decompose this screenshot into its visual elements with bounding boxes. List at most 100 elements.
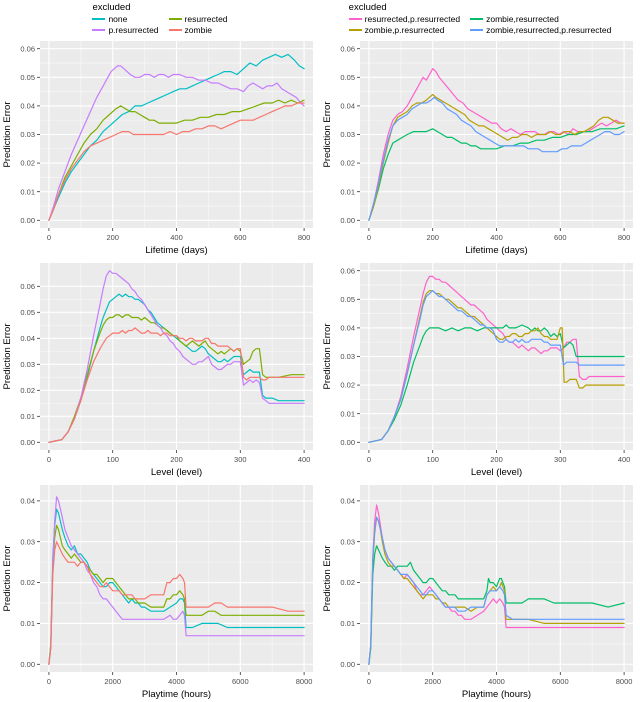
y-tick-label: 0.03 [340,130,355,139]
legend-title: excluded [92,2,131,13]
figure-column-right: excluded resurrected,p.resurrected zombie… [320,0,640,702]
legend-label: zombie [184,25,212,35]
y-axis-title: Prediction Error [2,102,13,168]
legend-key-line-icon [348,29,362,31]
y-tick-label: 0.01 [20,187,35,196]
y-tick-label: 0.03 [20,130,35,139]
series-line-zombie-resurrected [368,545,625,665]
legend-items: resurrected,p.resurrected zombie,resurrec… [348,14,611,35]
chart-lifetime-left: 0 200 400 600 800 0.00 0.01 0.02 0.03 0.04 0.05 0.0… [0,36,320,258]
y-tick-label: 0.03 [340,537,355,546]
y-tick-label: 0.04 [340,102,355,111]
series-line-zombie [48,541,305,665]
x-tick-label: 600 [234,233,247,242]
x-tick-label: 2000 [104,677,121,686]
y-tick-label: 0.05 [20,73,35,82]
series-line-resurrected-p-resurrected [368,275,625,443]
series-line-resurrected [48,99,305,221]
legend-item-zombie: zombie [168,25,228,35]
y-tick-label: 0.02 [340,381,355,390]
y-tick-label: 0.02 [340,159,355,168]
y-axis-title: Prediction Error [322,546,333,612]
y-tick-label: 0.04 [20,334,35,343]
legend-label: p.resurrected [108,25,159,35]
x-tick-label: 200 [106,233,119,242]
chart-canvas: 0 200 400 600 800 0.00 0.01 0.02 0.03 0.04 0.05 0.0… [322,41,633,256]
y-axis-title: Prediction Error [322,324,333,390]
legend-right: excluded resurrected,p.resurrected zombie… [320,0,640,36]
legend-item-zombie-p-resurrected: zombie,p.resurrected [348,25,460,35]
y-tick-label: 0.06 [20,282,35,291]
legend-key-line-icon [348,18,362,20]
chart-playtime-left: 0 2000 4000 6000 8000 0.00 0.01 0.02 0.03 0.04 Pla… [0,480,320,702]
chart-level-right: 0 100 200 300 400 0.00 0.01 0.02 0.03 0.04 0.05 0.0… [320,258,640,480]
series-line-zombie-resurrected [368,125,625,221]
y-tick-label: 0.01 [340,187,355,196]
y-tick-label: 0.00 [20,216,35,225]
legend-key-line-icon [92,18,106,20]
legend-label: zombie,p.resurrected [364,25,445,35]
legend-label: none [108,14,128,24]
chart-lifetime-right: 0 200 400 600 800 0.00 0.01 0.02 0.03 0.04 0.05 0.0… [320,36,640,258]
series-line-resurrected [48,314,305,443]
y-tick-label: 0.05 [340,295,355,304]
y-axis-title: Prediction Error [322,102,333,168]
y-tick-label: 0.04 [20,497,35,506]
legend-item-p-resurrected: p.resurrected [92,25,159,35]
x-axis-title: Lifetime (days) [145,245,207,256]
series-line-zombie-p-resurrected [368,93,625,221]
x-tick-label: 8000 [296,677,313,686]
legend-key-line-icon [168,29,182,31]
series-line-zombie-resurrected-p-resurrected [368,516,625,665]
series-line-zombie-p-resurrected [368,290,625,443]
legend-label: resurrected [184,14,228,24]
series-line-p-resurrected [48,270,305,443]
y-tick-label: 0.04 [20,102,35,111]
legend-item-none: none [92,14,158,24]
y-tick-label: 0.00 [20,438,35,447]
x-axis-title: Playtime (hours) [142,689,211,700]
legend-label: zombie,resurrected,p.resurrected [486,25,612,35]
legend-items: none resurrected p.resurrected zombie [92,14,228,35]
y-tick-label: 0.00 [20,660,35,669]
chart-canvas: 0 200 400 600 800 0.00 0.01 0.02 0.03 0.04 0.05 0.0… [2,41,313,256]
x-tick-label: 0 [367,677,371,686]
x-tick-label: 100 [106,455,119,464]
x-axis-title: Level (level) [471,467,522,478]
x-axis-title: Playtime (hours) [462,689,531,700]
y-tick-label: 0.04 [340,324,355,333]
y-tick-label: 0.03 [20,537,35,546]
x-tick-label: 0 [367,455,371,464]
x-tick-label: 800 [298,233,311,242]
series-line-p-resurrected [48,496,305,665]
legend-left: excluded none resurrected p.resurrected zom… [0,0,320,36]
x-axis-title: Level (level) [151,467,202,478]
x-tick-label: 400 [298,455,311,464]
series-line-zombie [48,102,305,221]
y-axis-title: Prediction Error [2,546,13,612]
y-tick-label: 0.02 [340,578,355,587]
series-line-none [48,293,305,443]
series-line-resurrected [48,524,305,665]
series-line-zombie-resurrected-p-resurrected [368,290,625,443]
x-tick-label: 800 [618,233,631,242]
y-tick-label: 0.02 [20,578,35,587]
legend-left-inner: excluded none resurrected p.resurrected zom… [92,2,228,36]
x-tick-label: 200 [426,233,439,242]
legend-item-zombie-resurrected-p-resurrected: zombie,resurrected,p.resurrected [470,25,611,35]
chart-canvas: 0 2000 4000 6000 8000 0.00 0.01 0.02 0.03 0.04 Pla… [2,485,313,700]
y-tick-label: 0.00 [340,216,355,225]
x-tick-label: 8000 [616,677,633,686]
chart-canvas: 0 100 200 300 400 0.00 0.01 0.02 0.03 0.04 0.05 0.0… [2,263,313,478]
y-tick-label: 0.05 [20,308,35,317]
series-line-zombie-resurrected-p-resurrected [368,96,625,221]
legend-key-line-icon [470,18,484,20]
series-line-zombie [48,327,305,443]
y-tick-label: 0.00 [340,438,355,447]
x-tick-label: 300 [234,455,247,464]
x-tick-label: 600 [554,233,567,242]
chart-level-left: 0 100 200 300 400 0.00 0.01 0.02 0.03 0.04 0.05 0.0… [0,258,320,480]
x-tick-label: 4000 [488,677,505,686]
figure-column-left: excluded none resurrected p.resurrected zom… [0,0,320,702]
y-axis-title: Prediction Error [2,324,13,390]
